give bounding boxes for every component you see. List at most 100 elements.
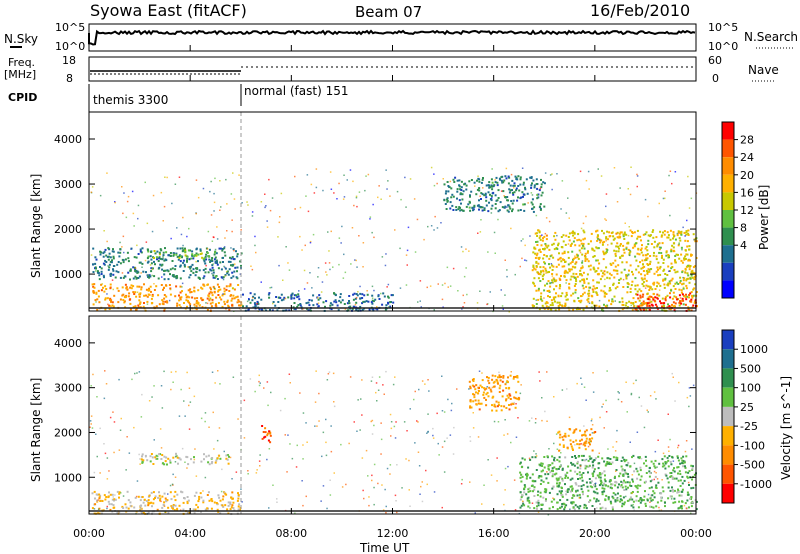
power-cell: [681, 271, 684, 274]
velocity-speckle: [684, 450, 687, 453]
power-cell: [151, 293, 154, 296]
power-cell: [150, 302, 153, 305]
velocity-cell: [529, 490, 532, 493]
velocity-cell: [577, 485, 580, 487]
velocity-speckle: [425, 469, 427, 472]
velocity-cell: [682, 462, 685, 465]
power-cell: [586, 273, 589, 276]
velocity-cell: [507, 396, 510, 399]
power-cell: [647, 285, 650, 288]
velocity-cell: [643, 481, 646, 484]
power-speckle: [367, 173, 370, 176]
power-cell: [652, 236, 655, 239]
power-cell: [132, 277, 135, 280]
power-cell: [614, 254, 617, 257]
velocity-speckle: [186, 467, 188, 469]
velocity-cell: [650, 460, 653, 463]
power-cell: [641, 302, 643, 305]
velocity-cell: [609, 500, 612, 503]
velocity-speckle: [148, 400, 151, 402]
velocity-speckle: [136, 480, 139, 482]
velocity-cell: [666, 456, 669, 459]
power-cell: [215, 305, 218, 308]
power-cell: [129, 298, 132, 301]
power-cell: [646, 304, 649, 307]
velocity-speckle: [582, 484, 584, 486]
power-speckle: [278, 264, 280, 267]
power-cell: [617, 250, 620, 253]
velocity-cell: [501, 380, 504, 383]
velocity-cell: [216, 508, 219, 511]
power-cell: [133, 256, 136, 259]
power-cell: [547, 306, 550, 309]
power-cell: [181, 250, 184, 253]
power-speckle: [465, 267, 467, 269]
power-speckle: [433, 173, 435, 175]
velocity-cell: [643, 462, 645, 465]
velocity-cell: [186, 500, 189, 503]
velocity-cell: [624, 481, 627, 484]
power-cell: [195, 252, 198, 255]
power-cell: [169, 252, 172, 254]
power-cell: [653, 281, 656, 284]
velocity-speckle: [626, 411, 628, 413]
power-speckle: [437, 283, 439, 285]
velocity-speckle: [361, 414, 363, 416]
velocity-speckle: [421, 380, 424, 382]
station-title: Syowa East (fitACF): [90, 1, 247, 20]
power-cell: [596, 281, 599, 284]
velocity-cell: [553, 473, 556, 476]
velocity-cell: [593, 459, 596, 461]
power-cell: [658, 248, 661, 251]
power-cell: [584, 252, 587, 255]
power-cell: [482, 177, 484, 179]
power-cell: [672, 246, 675, 249]
power-cell: [111, 250, 114, 253]
velocity-cell: [635, 486, 638, 489]
power-cell: [103, 276, 105, 279]
velocity-cell: [218, 496, 221, 499]
velocity-speckle: [535, 455, 538, 457]
velocity-speckle: [195, 475, 198, 477]
power-cell: [117, 271, 120, 274]
velocity-cell: [558, 456, 561, 459]
power-cell: [678, 288, 681, 291]
power-cell: [559, 303, 561, 306]
power-cell: [512, 199, 515, 202]
velocity-speckle: [403, 421, 406, 423]
power-cell: [595, 259, 598, 262]
power-cell: [694, 240, 697, 243]
velocity-cell: [525, 473, 527, 476]
power-cell: [108, 308, 111, 310]
velocity-cell: [210, 498, 213, 501]
velocity-speckle: [658, 506, 660, 509]
velocity-speckle: [395, 421, 397, 423]
power-cell: [688, 294, 691, 296]
power-cell: [564, 260, 567, 263]
velocity-cell: [557, 431, 560, 434]
colorbar-tick-label: -500: [740, 459, 765, 472]
velocity-cell: [570, 445, 573, 448]
velocity-cell: [604, 480, 607, 483]
power-cell: [680, 246, 683, 249]
power-cell: [631, 232, 634, 234]
power-speckle: [514, 273, 516, 276]
velocity-cell: [161, 506, 164, 509]
power-cell: [667, 303, 669, 306]
velocity-cell: [137, 495, 140, 498]
power-speckle: [103, 230, 105, 232]
power-cell: [293, 302, 296, 304]
velocity-cell: [527, 496, 530, 499]
velocity-cell: [589, 481, 592, 484]
velocity-speckle: [89, 426, 91, 428]
velocity-cell: [108, 491, 110, 494]
power-cell: [537, 262, 540, 265]
power-speckle: [629, 254, 631, 257]
velocity-speckle: [103, 443, 105, 445]
velocity-cell: [614, 484, 617, 487]
power-cell: [104, 298, 107, 301]
power-cell: [104, 297, 107, 300]
power-cell: [647, 243, 650, 246]
power-speckle: [223, 265, 225, 268]
velocity-speckle: [348, 442, 350, 445]
